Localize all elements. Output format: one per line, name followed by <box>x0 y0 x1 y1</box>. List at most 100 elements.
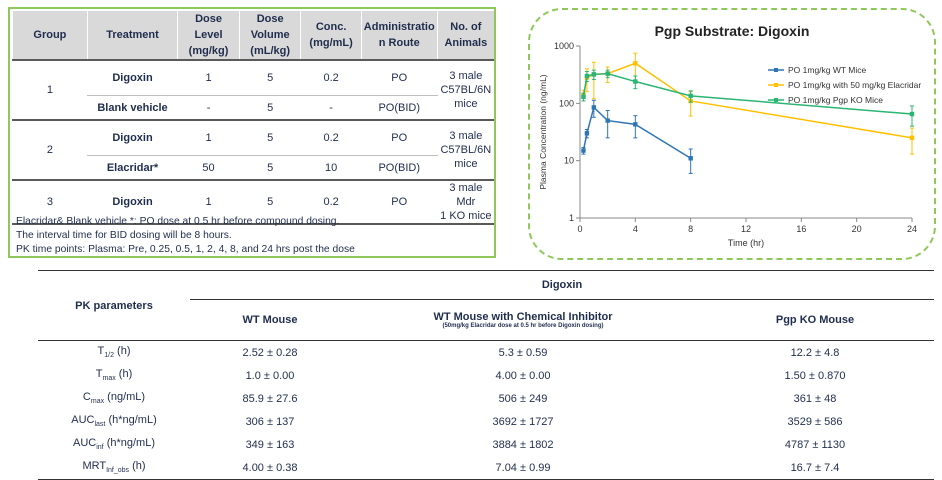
pk-param-cell: Tmax (h) <box>95 368 133 383</box>
data-point <box>584 131 590 136</box>
volume-cell: 5 <box>238 95 301 121</box>
treatment-cell: Elacridar* <box>86 155 178 181</box>
treatment-cell: Digoxin <box>86 120 178 156</box>
table-row: 2 Digoxin 1 5 0.2 PO 3 male C57BL/6N mice <box>12 120 494 181</box>
header-conc: Conc. (mg/mL) <box>300 11 362 61</box>
data-point <box>909 111 915 117</box>
header-animals: No. of Animals <box>436 11 494 61</box>
study-design-table: Group Treatment Dose Level (mg/kg) Dose V… <box>12 11 494 225</box>
pk-value-cell: 506 ± 249 <box>498 392 548 405</box>
table-row: 1 Digoxin 1 5 0.2 PO 3 male C57BL/6N mice <box>12 60 494 121</box>
x-axis-label: Time (hr) <box>728 238 764 248</box>
chart-panel: Pgp Substrate: Digoxin 0 4 8 12 16 20 24 1 10 100… <box>528 8 936 260</box>
data-point <box>909 135 915 141</box>
note-line: The interval time for BID dosing will be… <box>16 230 232 241</box>
data-point <box>633 79 638 84</box>
series-3 <box>581 69 915 127</box>
note-line: Elacridar& Blank vehicle *: PO dose at 0… <box>16 216 340 227</box>
volume-cell: 5 <box>238 155 301 181</box>
header-dose-volume: Dose Volume (mL/kg) <box>238 11 301 61</box>
table-row: Elacridar* 50 5 10 PO(BID) <box>13 155 495 181</box>
note-line: PK time points: Plasma: Pre, 0.25, 0.5, … <box>16 244 355 255</box>
dose-cell: 50 <box>177 155 240 181</box>
pk-value-cell: 361 ± 48 <box>793 392 837 405</box>
route-cell: PO <box>360 120 438 156</box>
table-row: 3 Digoxin 1 5 0.2 PO 3 male Mdr 1 KO mice <box>12 180 494 225</box>
data-point <box>633 122 638 127</box>
pk-col-inhibitor: WT Mouse with Chemical Inhibitor (50mg/kg… <box>350 299 696 341</box>
header-group: Group <box>12 11 88 61</box>
pk-header-row: PK parameters Digoxin <box>38 270 934 341</box>
pk-value-cell: 1.0 ± 0.00 <box>245 369 295 382</box>
header-route: Administratio n Route <box>360 11 438 61</box>
pk-value-cell: 3692 ± 1727 <box>492 415 554 428</box>
route-cell: PO(BID) <box>360 155 438 181</box>
pk-parameters-table: PK parameters Digoxin WT Mouse WT Mouse … <box>38 270 934 480</box>
legend-marker <box>774 98 778 102</box>
pk-param-cell: Cmax (ng/mL) <box>82 391 146 406</box>
pk-value-cell: 4.00 ± 0.00 <box>495 369 551 382</box>
pk-value-cell: 16.7 ± 7.4 <box>696 456 934 480</box>
pk-value-cell: 12.2 ± 4.8 <box>790 346 840 359</box>
treatment-cell: Digoxin <box>86 180 178 225</box>
animals-cell: 3 male C57BL/6N mice <box>436 120 494 181</box>
dose-cell: 1 <box>177 120 240 156</box>
legend-label: PO 1mg/kg Pgp KO Mice <box>788 95 883 105</box>
y-tick-label: 1000 <box>554 41 574 51</box>
pk-value-cell: 4787 ± 1130 <box>784 438 846 451</box>
route-cell: PO <box>360 180 438 225</box>
table-row: AUClast (h*ng/mL) 306 ± 137 3692 ± 1727 352… <box>38 410 934 433</box>
data-point <box>688 156 693 161</box>
dose-cell: 1 <box>177 60 240 96</box>
pk-value-cell: 3529 ± 586 <box>787 415 843 428</box>
y-tick-label: 100 <box>559 98 574 108</box>
data-point <box>633 61 638 66</box>
x-tick-label: 12 <box>741 224 751 234</box>
table-row: T1/2 (h) 2.52 ± 0.28 5.3 ± 0.59 12.2 ± 4.8 <box>38 341 934 365</box>
conc-cell: - <box>300 95 362 121</box>
pk-value-cell: 349 ± 163 <box>245 438 295 451</box>
legend-marker <box>774 83 778 87</box>
x-tick-label: 0 <box>577 224 582 234</box>
data-point <box>591 105 597 110</box>
animals-cell: 3 male C57BL/6N mice <box>436 60 494 121</box>
chart-title: Pgp Substrate: Digoxin <box>655 23 810 39</box>
table-row: Blank vehicle - 5 - PO(BID) <box>13 95 495 121</box>
pk-value-cell: 306 ± 137 <box>245 415 295 428</box>
table-row: AUCinf (h*ng/mL) 349 ± 163 3884 ± 1802 4787… <box>38 433 934 456</box>
volume-cell: 5 <box>238 60 301 96</box>
table-row: MRTInf_obs (h) 4.00 ± 0.38 7.04 ± 0.99 16.7… <box>38 456 934 480</box>
route-cell: PO(BID) <box>360 95 438 121</box>
pk-group-header: Digoxin <box>190 270 934 300</box>
volume-cell: 5 <box>238 120 301 156</box>
x-tick-label: 4 <box>633 224 638 234</box>
data-point <box>591 72 597 77</box>
header-dose-level: Dose Level (mg/kg) <box>177 11 240 61</box>
group-cell: 1 <box>12 60 88 121</box>
x-tick-label: 24 <box>907 224 917 234</box>
data-point <box>605 118 610 123</box>
pk-value-cell: 1.50 ± 0.870 <box>784 369 846 382</box>
pk-value-cell: 85.9 ± 27.6 <box>242 392 298 405</box>
legend-label: PO 1mg/kg with 50 mg/kg Elacridar <box>788 80 921 90</box>
treatment-cell: Digoxin <box>86 60 178 96</box>
y-tick-label: 1 <box>569 213 574 223</box>
data-point <box>605 71 610 76</box>
pk-param-cell: MRTInf_obs (h) <box>38 456 190 480</box>
group-cell: 3 <box>12 180 88 225</box>
conc-cell: 0.2 <box>300 180 362 225</box>
legend-marker <box>774 68 778 72</box>
legend-label: PO 1mg/kg WT Mice <box>788 65 867 75</box>
pk-param-header: PK parameters <box>38 270 190 341</box>
table-row: Cmax (ng/mL) 85.9 ± 27.6 506 ± 249 361 ± 48 <box>38 387 934 410</box>
series-1 <box>581 99 693 174</box>
pk-col-ko: Pgp KO Mouse <box>696 299 934 341</box>
conc-cell: 0.2 <box>300 120 362 156</box>
pk-param-cell: AUClast (h*ng/mL) <box>71 414 157 429</box>
pk-param-cell: T1/2 (h) <box>97 345 131 360</box>
data-point <box>581 94 586 100</box>
treatment-cell: Blank vehicle <box>86 95 178 121</box>
series-line <box>582 105 692 159</box>
pk-parameters-panel: PK parameters Digoxin WT Mouse WT Mouse … <box>38 270 934 480</box>
data-point <box>581 148 586 153</box>
